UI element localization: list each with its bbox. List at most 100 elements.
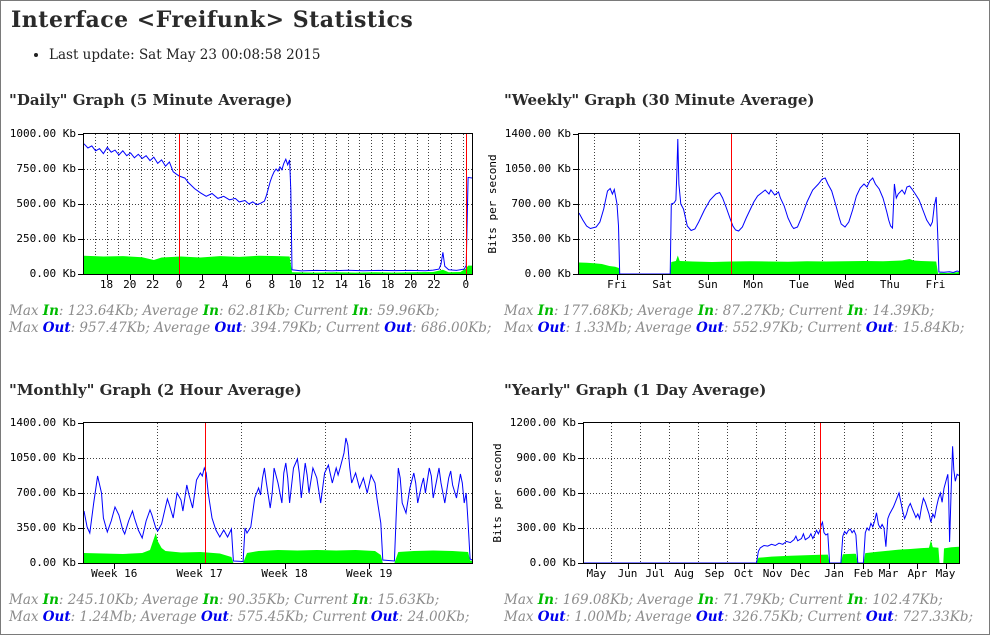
x-axis-label: Fri [925, 278, 946, 291]
x-axis-label: 20 [404, 278, 418, 291]
x-tick [295, 275, 296, 280]
x-tick [466, 275, 467, 280]
x-axis-label: Mon [743, 278, 764, 291]
x-tick [935, 275, 936, 280]
y-axis-label: 700.00 Kb [511, 197, 571, 210]
x-tick [249, 275, 250, 280]
x-tick [153, 275, 154, 280]
x-tick [863, 564, 864, 569]
in-traffic-area [84, 533, 472, 563]
x-tick [272, 275, 273, 280]
daily-stats-in-line: Max In: 123.64Kb; Average In: 62.81Kb; C… [9, 303, 440, 319]
x-tick [434, 275, 435, 280]
x-tick [628, 564, 629, 569]
out-keyword: Out [370, 609, 399, 625]
y-axis-label: 0.00 Kb [529, 556, 576, 569]
x-axis-label: Jun [617, 567, 638, 580]
in-keyword: In [697, 592, 714, 608]
weekly-graph-title: "Weekly" Graph (30 Minute Average) [504, 91, 815, 109]
x-axis-label: Dec [790, 567, 811, 580]
yearly-graph-image [583, 422, 960, 564]
x-axis-label: Week 17 [176, 567, 223, 580]
in-traffic-area [579, 255, 959, 274]
out-keyword: Out [384, 320, 413, 336]
x-axis-label: 22 [146, 278, 160, 291]
x-axis-label: Sep [704, 567, 725, 580]
weekly-graph-image [578, 133, 960, 275]
y-axis-label: 0.00 Kb [29, 267, 76, 280]
y-axis-label: 750.00 Kb [16, 162, 76, 175]
y-axis-label: 0.00 Kb [524, 267, 571, 280]
y-tick [78, 274, 83, 275]
x-axis-label: Nov [762, 567, 783, 580]
monthly-stats: Max In: 245.10Kb; Average In: 90.35Kb; C… [9, 592, 469, 626]
x-tick [107, 275, 108, 280]
x-axis-label: 4 [221, 278, 229, 291]
x-axis-label: 6 [245, 278, 252, 291]
y-axis-unit-label: Bits per second [491, 443, 504, 543]
x-axis-label: Mar [878, 567, 899, 580]
x-axis-label: 0 [175, 278, 183, 291]
out-keyword: Out [537, 320, 566, 336]
out-keyword: Out [696, 320, 724, 336]
in-traffic-area [84, 255, 472, 274]
out-traffic-line [584, 446, 959, 563]
x-tick [708, 275, 709, 280]
x-tick [365, 275, 366, 280]
out-keyword: Out [42, 320, 71, 336]
x-tick [946, 564, 947, 569]
out-keyword: Out [696, 609, 724, 625]
x-axis-label: 16 [357, 278, 372, 291]
last-update-text: Last update: Sat May 23 00:08:58 2015 [49, 47, 321, 63]
yearly-stats-out-line: Max Out: 1.00Mb; Average Out: 326.75Kb; … [504, 609, 974, 625]
out-keyword: Out [201, 609, 229, 625]
x-tick [684, 564, 685, 569]
weekly-stats-in-line: Max In: 177.68Kb; Average In: 87.27Kb; C… [504, 303, 935, 319]
page-title: Interface <Freifunk> Statistics [11, 7, 414, 33]
x-tick [655, 564, 656, 569]
y-tick [78, 458, 83, 459]
x-axis-label: Jan [824, 567, 845, 580]
x-tick [845, 275, 846, 280]
x-tick [773, 564, 774, 569]
yearly-stats-in-line: Max In: 169.08Kb; Average In: 71.79Kb; C… [504, 592, 943, 608]
x-axis-label: 22 [427, 278, 441, 291]
x-axis-label: Fri [607, 278, 627, 291]
y-axis-label: 1400.00 Kb [9, 416, 76, 429]
y-tick [578, 458, 583, 459]
x-axis-label: 18 [381, 278, 395, 291]
y-axis-label: 350.00 Kb [511, 232, 571, 245]
x-axis-label: 2 [198, 278, 206, 291]
in-keyword: In [537, 303, 554, 319]
x-tick [318, 275, 319, 280]
x-axis-label: 0 [462, 278, 470, 291]
x-tick [715, 564, 716, 569]
x-tick [411, 275, 412, 280]
in-keyword: In [697, 303, 714, 319]
x-tick [753, 275, 754, 280]
in-keyword: In [42, 303, 59, 319]
x-axis-label: Jul [645, 567, 666, 580]
x-tick [890, 275, 891, 280]
x-axis-label: Week 18 [261, 567, 308, 580]
monthly-graph-title: "Monthly" Graph (2 Hour Average) [9, 381, 302, 399]
x-axis-label: Aug [674, 567, 695, 580]
x-tick [341, 275, 342, 280]
y-axis-label: 700.00 Kb [16, 486, 76, 499]
y-tick [578, 528, 583, 529]
y-axis-label: 600.00 Kb [516, 486, 576, 499]
y-tick [78, 134, 83, 135]
x-axis-label: Sun [697, 278, 718, 291]
x-tick [200, 564, 201, 569]
x-tick [596, 564, 597, 569]
x-tick [285, 564, 286, 569]
x-tick [799, 275, 800, 280]
x-tick [662, 275, 663, 280]
y-axis-label: 350.00 Kb [16, 521, 76, 534]
in-keyword: In [537, 592, 554, 608]
x-axis-label: May [935, 567, 956, 580]
y-axis-label: 1050.00 Kb [504, 162, 571, 175]
out-keyword: Out [42, 609, 71, 625]
x-axis-label: 18 [99, 278, 114, 291]
x-axis-label: Apr [907, 567, 928, 580]
